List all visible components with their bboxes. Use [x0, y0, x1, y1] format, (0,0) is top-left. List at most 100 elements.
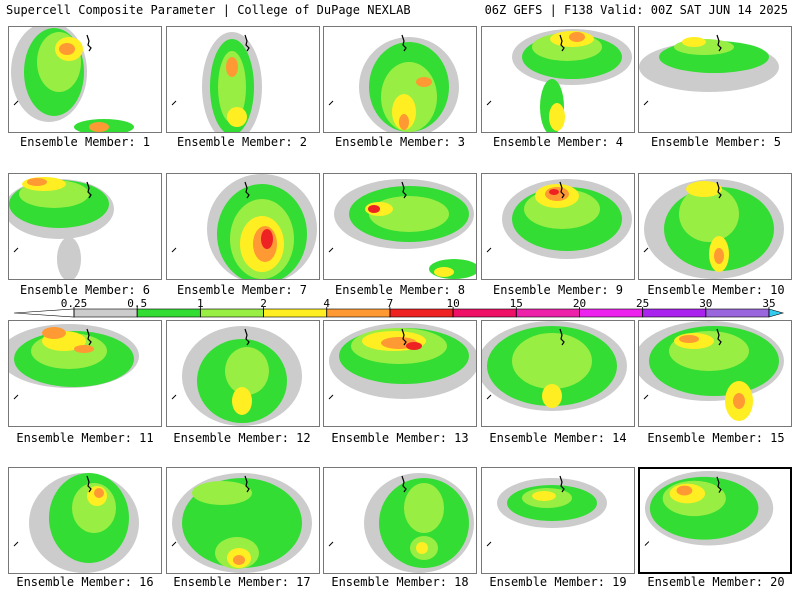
coastline	[401, 181, 407, 199]
scp-field-map	[13, 473, 139, 573]
scp-contour-yellow	[686, 181, 722, 197]
ensemble-member-label: Ensemble Member: 11	[16, 431, 154, 445]
ensemble-member-panel-2[interactable]	[166, 26, 320, 133]
lake-outline	[644, 541, 650, 546]
ensemble-member-label: Ensemble Member: 6	[19, 283, 151, 297]
scp-contour-orange	[416, 77, 432, 87]
lake-outline	[643, 247, 649, 253]
ensemble-member-label: Ensemble Member: 15	[647, 431, 785, 445]
ensemble-member-panel-14[interactable]	[481, 320, 635, 427]
scp-contour-yellow	[542, 384, 562, 408]
coastline	[244, 328, 250, 346]
ensemble-member-panel-11[interactable]	[8, 320, 162, 427]
scp-contour-orange	[233, 555, 245, 565]
coastline	[716, 476, 722, 493]
ensemble-member-panel-19[interactable]	[481, 467, 635, 574]
lake-outline	[643, 394, 649, 400]
coastline	[716, 328, 722, 346]
lake-outline	[13, 541, 19, 547]
lake-outline	[486, 247, 492, 253]
scp-contour-red	[549, 189, 559, 195]
colorbar-segment	[326, 308, 391, 318]
scp-contour-lightgreen	[512, 333, 592, 389]
scp-contour-yellow	[434, 267, 454, 277]
ensemble-member-panel-8[interactable]	[323, 173, 477, 280]
coastline	[86, 181, 92, 199]
ensemble-member-panel-13[interactable]	[323, 320, 477, 427]
ensemble-member-panel-4[interactable]	[481, 26, 635, 133]
scp-contour-yellow	[392, 94, 416, 130]
scp-contour-lightgreen	[404, 483, 444, 533]
colorbar-tick-label: 25	[636, 297, 650, 310]
lake-outline	[328, 100, 334, 106]
ensemble-member-label: Ensemble Member: 7	[176, 283, 308, 297]
ensemble-member-panel-15[interactable]	[638, 320, 792, 427]
coastline	[559, 181, 565, 199]
colorbar-tick-label: 7	[386, 297, 394, 310]
coastline	[244, 181, 250, 199]
ensemble-member-panel-12[interactable]	[166, 320, 320, 427]
colorbar-segment	[389, 308, 454, 318]
ensemble-member-label: Ensemble Member: 3	[334, 135, 466, 149]
scp-field-map	[328, 179, 476, 279]
lake-outline	[171, 247, 177, 253]
colorbar-tick-label: 10	[446, 297, 460, 310]
scp-field-map	[9, 177, 114, 279]
colorbar-tick-label: 20	[572, 297, 587, 310]
scp-contour-red	[406, 342, 422, 350]
lake-outline	[328, 247, 334, 253]
scp-field-map	[9, 324, 139, 400]
ensemble-member-panel-6[interactable]	[8, 173, 162, 280]
scp-field-map	[171, 473, 312, 573]
coastline	[559, 34, 565, 52]
ensemble-member-label: Ensemble Member: 2	[176, 135, 308, 149]
scp-contour-orange	[733, 393, 745, 409]
scp-field-map	[486, 475, 607, 547]
ensemble-member-panel-9[interactable]	[481, 173, 635, 280]
colorbar-segment	[452, 308, 517, 318]
scp-contour-yellow	[227, 107, 247, 127]
scp-contour-red	[261, 229, 273, 249]
ensemble-member-panel-7[interactable]	[166, 173, 320, 280]
run-info: 06Z GEFS | F138 Valid: 00Z SAT JUN 14 20…	[484, 3, 788, 17]
coastline	[401, 34, 407, 52]
lake-outline	[643, 100, 649, 106]
ensemble-member-panel-5[interactable]	[638, 26, 792, 133]
lake-outline	[171, 394, 177, 400]
lake-outline	[171, 100, 177, 106]
colorbar-low-arrow	[13, 308, 75, 318]
coastline	[244, 475, 250, 493]
ensemble-member-panel-3[interactable]	[323, 26, 477, 133]
colorbar-segment	[136, 308, 201, 318]
ensemble-member-label: Ensemble Member: 4	[492, 135, 624, 149]
ensemble-member-label: Ensemble Member: 16	[16, 575, 154, 589]
color-scale-bar	[13, 307, 785, 318]
ensemble-member-panel-16[interactable]	[8, 467, 162, 574]
scp-contour-orange	[89, 122, 109, 132]
colorbar-segment	[263, 308, 328, 318]
colorbar-tick-label: 35	[762, 297, 776, 310]
scp-field-map	[486, 29, 632, 132]
ensemble-member-panel-17[interactable]	[166, 467, 320, 574]
ensemble-member-panel-10[interactable]	[638, 173, 792, 280]
scp-contour-orange	[226, 57, 238, 77]
ensemble-member-label: Ensemble Member: 13	[331, 431, 469, 445]
scp-field-map	[171, 326, 302, 426]
ensemble-member-panel-20[interactable]	[638, 467, 792, 574]
colorbar-tick-label: 4	[323, 297, 331, 310]
scp-field-map	[486, 179, 632, 259]
ensemble-member-label: Ensemble Member: 5	[650, 135, 782, 149]
scp-contour-lightgreen	[679, 186, 739, 242]
colorbar-tick-label: 0.25	[60, 297, 88, 310]
scp-contour-orange	[676, 485, 693, 496]
colorbar-segment	[579, 308, 643, 318]
coastline	[716, 181, 722, 199]
map-title: Supercell Composite Parameter | College …	[6, 3, 411, 17]
scp-contour-orange	[59, 43, 75, 55]
ensemble-member-panel-18[interactable]	[323, 467, 477, 574]
colorbar-tick-label: 0.5	[127, 297, 148, 310]
scp-contour-orange	[569, 32, 585, 42]
ensemble-member-panel-1[interactable]	[8, 26, 162, 133]
scp-contour-orange	[74, 345, 94, 353]
ensemble-member-label: Ensemble Member: 14	[489, 431, 627, 445]
